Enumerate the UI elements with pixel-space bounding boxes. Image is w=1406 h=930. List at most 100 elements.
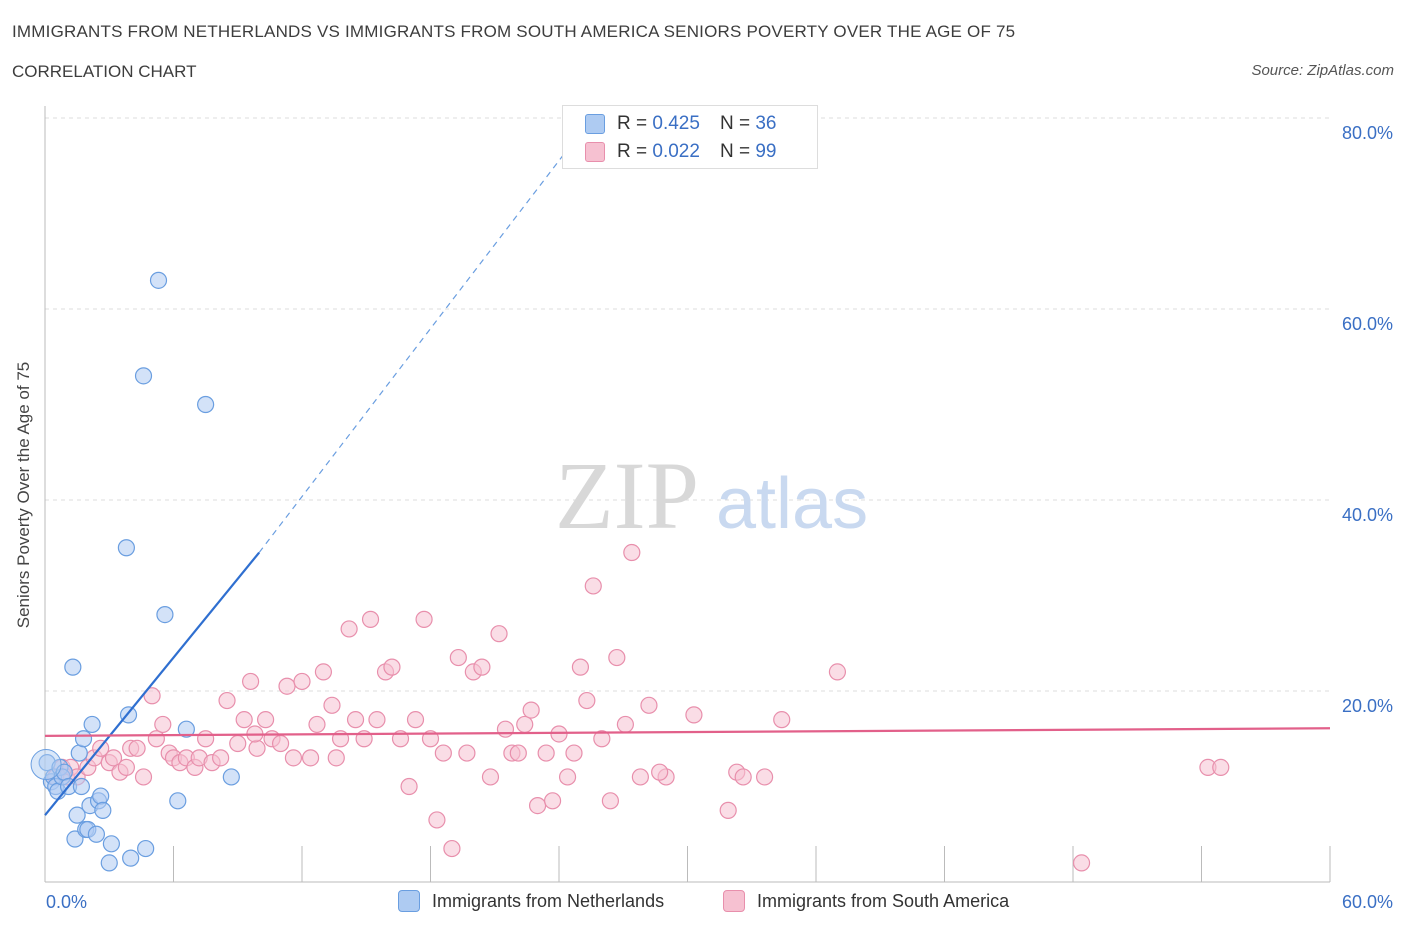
south-america-point [616,715,634,734]
south-america-point [327,749,345,767]
south-america-point [565,744,583,762]
correlation-legend: R = 0.425 N = 36 R = 0.022 N = 99 [562,105,818,169]
netherlands-point [222,768,240,786]
south-america-point [117,758,135,777]
netherlands-trendline [44,551,261,816]
south-america-points [47,543,1230,872]
bottom-legend-swatch-pink [723,890,745,912]
legend-r-value-south-america: 0.022 [652,141,700,162]
legend-n-value-south-america: 99 [755,141,777,162]
south-america-point [1212,758,1230,777]
bottom-legend-south-america: Immigrants from South America [723,890,1009,912]
bottom-legend-swatch-blue [398,890,420,912]
bottom-legend-label-netherlands: Immigrants from Netherlands [432,890,665,911]
south-america-trendline [44,727,1331,737]
south-america-point [361,610,380,628]
legend-swatch-blue [585,114,605,134]
netherlands-point [197,395,215,414]
trendlines [44,146,1331,816]
legend-r-label: R = [617,141,648,162]
netherlands-point [149,271,168,289]
x-tick-label: 0.0% [46,892,87,912]
south-america-point [346,711,365,729]
south-america-point [383,658,401,676]
south-america-point [601,792,620,810]
netherlands-trendline-extension [258,146,571,553]
y-tick-label: 20.0% [1342,696,1393,716]
netherlands-point [156,605,174,624]
south-america-point [584,577,602,595]
south-america-point [147,730,165,748]
y-axis-title: Seniors Poverty Over the Age of 75 [14,361,33,629]
south-america-point [528,796,547,815]
y-tick-label: 60.0% [1342,314,1393,334]
legend-r-label: R = [617,113,648,134]
south-america-point [421,730,440,748]
netherlands-point [68,806,86,824]
tick-labels: 20.0% 40.0% 60.0% 80.0% 0.0% 60.0% [46,123,1393,912]
south-america-point [400,777,418,796]
south-america-point [229,734,247,753]
south-america-point [458,744,476,762]
legend-row-netherlands: R = 0.425 N = 36 [585,112,776,136]
south-america-point [593,730,611,748]
south-america-point [734,768,752,786]
south-america-point [128,739,146,757]
legend-r-value-netherlands: 0.425 [652,113,700,134]
south-america-point [368,711,386,729]
south-america-point [509,744,527,762]
source-label: Source: ZipAtlas.com [1251,62,1394,79]
south-america-point [473,658,491,676]
netherlands-point [137,839,155,858]
netherlands-point [102,835,120,853]
south-america-point [301,749,320,767]
south-america-point [1072,854,1091,872]
south-america-point [719,801,737,819]
south-america-point [434,744,452,762]
south-america-point [755,768,774,786]
x-tick-label: 60.0% [1342,892,1393,912]
south-america-point [522,701,540,719]
netherlands-point [94,801,112,819]
netherlands-point [122,849,140,867]
south-america-point [481,768,500,786]
south-america-point [212,749,230,767]
south-america-point [537,744,555,762]
watermark: ZIP atlas [555,442,868,549]
south-america-point [308,715,326,734]
netherlands-point [66,830,84,848]
netherlands-point [177,720,195,738]
south-america-point [256,711,275,729]
south-america-point [235,711,253,729]
netherlands-point [87,825,106,843]
grid-layer [45,117,1330,692]
south-america-point [154,715,172,734]
south-america-point [685,706,703,724]
south-america-point [134,768,153,786]
south-america-point [284,749,303,767]
watermark-zip: ZIP [555,442,699,549]
south-america-point [449,648,467,667]
south-america-point [550,725,568,743]
bottom-legend-netherlands: Immigrants from Netherlands [398,890,664,912]
south-america-point [640,696,658,714]
netherlands-point [64,658,82,676]
netherlands-point-cluster [30,749,62,781]
south-america-point [828,663,847,681]
south-america-point [104,749,123,767]
legend-n-label: N = [719,141,751,162]
south-america-point [773,711,791,729]
south-america-point [623,543,641,562]
south-america-point [608,648,626,667]
watermark-atlas: atlas [716,464,868,544]
y-tick-label: 40.0% [1342,505,1393,525]
south-america-point [314,663,333,681]
netherlands-point [72,777,91,796]
south-america-point [651,763,669,781]
bottom-legend-label-south-america: Immigrants from South America [757,890,1010,911]
south-america-point [143,687,161,705]
south-america-point [278,677,296,695]
netherlands-point [117,539,135,557]
netherlands-point [169,792,187,810]
